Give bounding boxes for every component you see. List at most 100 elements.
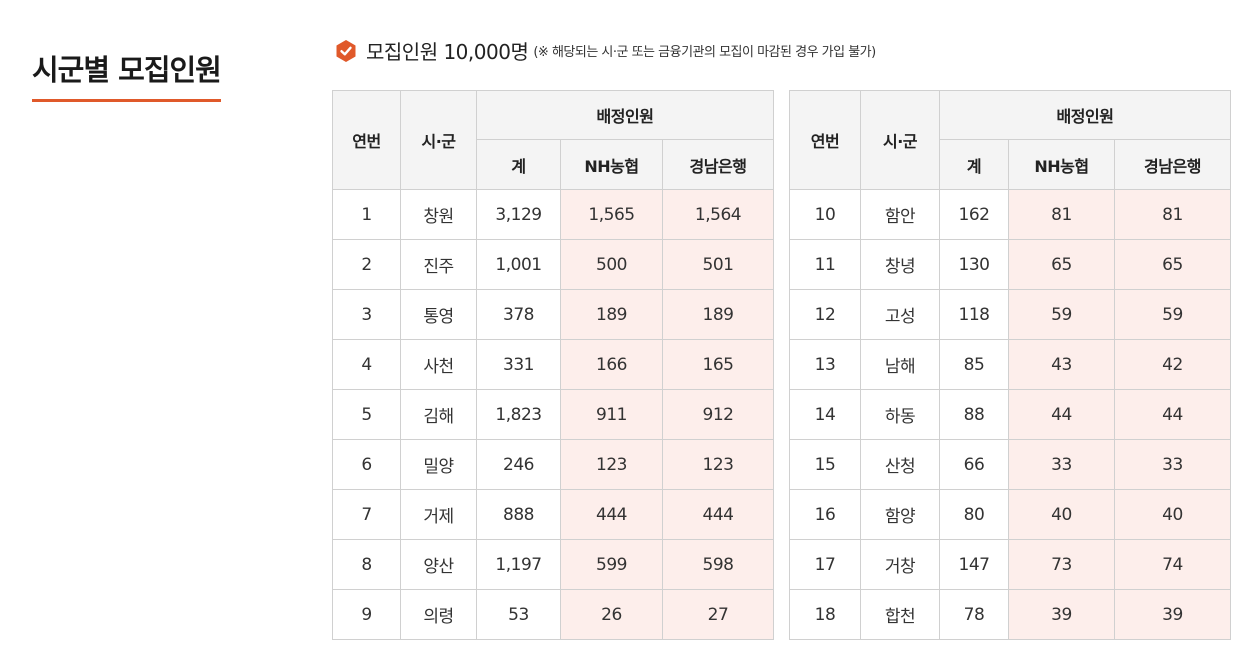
cell-no: 16 — [789, 489, 861, 540]
cell-total: 147 — [939, 539, 1009, 590]
cell-region: 진주 — [400, 239, 477, 290]
recruitment-table-right: 연번 시·군 배정인원 계 NH농협 경남은행 10 함안 162 81 81 11 창녕 1… — [789, 90, 1231, 640]
cell-total: 1,823 — [476, 389, 561, 440]
cell-nh: 123 — [560, 439, 663, 490]
col-header-total: 계 — [939, 139, 1009, 190]
table-row: 14 하동 88 44 44 — [789, 389, 1231, 440]
table-row: 6 밀양 246 123 123 — [332, 439, 774, 490]
table-row: 1 창원 3,129 1,565 1,564 — [332, 189, 774, 240]
cell-no: 3 — [332, 289, 401, 340]
recruitment-summary: 모집인원 10,000명 (※ 해당되는 시·군 또는 금융기관의 모집이 마감… — [334, 36, 876, 65]
cell-no: 5 — [332, 389, 401, 440]
cell-total: 80 — [939, 489, 1009, 540]
table-row: 7 거제 888 444 444 — [332, 489, 774, 540]
cell-region: 양산 — [400, 539, 477, 590]
cell-nh: 43 — [1008, 339, 1115, 390]
cell-kn: 598 — [662, 539, 774, 590]
cell-no: 4 — [332, 339, 401, 390]
cell-total: 85 — [939, 339, 1009, 390]
table-row: 15 산청 66 33 33 — [789, 439, 1231, 490]
cell-nh: 911 — [560, 389, 663, 440]
cell-no: 8 — [332, 539, 401, 590]
cell-no: 11 — [789, 239, 861, 290]
cell-kn: 40 — [1114, 489, 1231, 540]
recruitment-table-left: 연번 시·군 배정인원 계 NH농협 경남은행 1 창원 3,129 1,565 1,5… — [332, 90, 774, 640]
table-row: 11 창녕 130 65 65 — [789, 239, 1231, 290]
cell-nh: 33 — [1008, 439, 1115, 490]
col-header-region: 시·군 — [860, 90, 940, 190]
cell-kn: 65 — [1114, 239, 1231, 290]
table-row: 18 합천 78 39 39 — [789, 589, 1231, 640]
cell-nh: 73 — [1008, 539, 1115, 590]
table-row: 3 통영 378 189 189 — [332, 289, 774, 340]
cell-nh: 65 — [1008, 239, 1115, 290]
cell-no: 15 — [789, 439, 861, 490]
check-badge-icon — [334, 39, 358, 63]
cell-region: 창원 — [400, 189, 477, 240]
cell-total: 1,197 — [476, 539, 561, 590]
cell-region: 거제 — [400, 489, 477, 540]
cell-kn: 59 — [1114, 289, 1231, 340]
cell-no: 10 — [789, 189, 861, 240]
summary-total: 모집인원 10,000명 — [366, 40, 529, 64]
col-header-allocation: 배정인원 — [939, 90, 1231, 140]
cell-region: 산청 — [860, 439, 940, 490]
cell-nh: 81 — [1008, 189, 1115, 240]
col-header-no: 연번 — [332, 90, 401, 190]
cell-no: 9 — [332, 589, 401, 640]
page-title: 시군별 모집인원 — [32, 47, 222, 103]
cell-no: 6 — [332, 439, 401, 490]
cell-nh: 1,565 — [560, 189, 663, 240]
cell-kn: 444 — [662, 489, 774, 540]
cell-region: 하동 — [860, 389, 940, 440]
cell-no: 12 — [789, 289, 861, 340]
col-header-kn: 경남은행 — [662, 139, 774, 190]
cell-total: 246 — [476, 439, 561, 490]
cell-total: 1,001 — [476, 239, 561, 290]
col-header-nh: NH농협 — [560, 139, 663, 190]
cell-region: 남해 — [860, 339, 940, 390]
cell-nh: 39 — [1008, 589, 1115, 640]
col-header-allocation: 배정인원 — [476, 90, 774, 140]
table-row: 17 거창 147 73 74 — [789, 539, 1231, 590]
table-row: 12 고성 118 59 59 — [789, 289, 1231, 340]
cell-region: 창녕 — [860, 239, 940, 290]
cell-kn: 912 — [662, 389, 774, 440]
cell-nh: 444 — [560, 489, 663, 540]
cell-total: 3,129 — [476, 189, 561, 240]
cell-total: 53 — [476, 589, 561, 640]
table-row: 2 진주 1,001 500 501 — [332, 239, 774, 290]
cell-region: 고성 — [860, 289, 940, 340]
cell-total: 378 — [476, 289, 561, 340]
cell-kn: 33 — [1114, 439, 1231, 490]
cell-total: 888 — [476, 489, 561, 540]
cell-kn: 501 — [662, 239, 774, 290]
cell-nh: 59 — [1008, 289, 1115, 340]
cell-kn: 189 — [662, 289, 774, 340]
cell-region: 함양 — [860, 489, 940, 540]
cell-no: 14 — [789, 389, 861, 440]
table-row: 10 함안 162 81 81 — [789, 189, 1231, 240]
cell-total: 78 — [939, 589, 1009, 640]
cell-kn: 44 — [1114, 389, 1231, 440]
cell-kn: 27 — [662, 589, 774, 640]
cell-nh: 599 — [560, 539, 663, 590]
col-header-region: 시·군 — [400, 90, 477, 190]
cell-region: 사천 — [400, 339, 477, 390]
cell-region: 함안 — [860, 189, 940, 240]
cell-nh: 500 — [560, 239, 663, 290]
col-header-total: 계 — [476, 139, 561, 190]
table-row: 8 양산 1,197 599 598 — [332, 539, 774, 590]
cell-kn: 39 — [1114, 589, 1231, 640]
cell-total: 331 — [476, 339, 561, 390]
cell-region: 의령 — [400, 589, 477, 640]
table-row: 5 김해 1,823 911 912 — [332, 389, 774, 440]
cell-region: 통영 — [400, 289, 477, 340]
cell-region: 거창 — [860, 539, 940, 590]
cell-no: 1 — [332, 189, 401, 240]
col-header-no: 연번 — [789, 90, 861, 190]
cell-region: 밀양 — [400, 439, 477, 490]
cell-no: 13 — [789, 339, 861, 390]
summary-note: (※ 해당되는 시·군 또는 금융기관의 모집이 마감된 경우 가입 불가) — [533, 45, 876, 60]
table-row: 16 함양 80 40 40 — [789, 489, 1231, 540]
